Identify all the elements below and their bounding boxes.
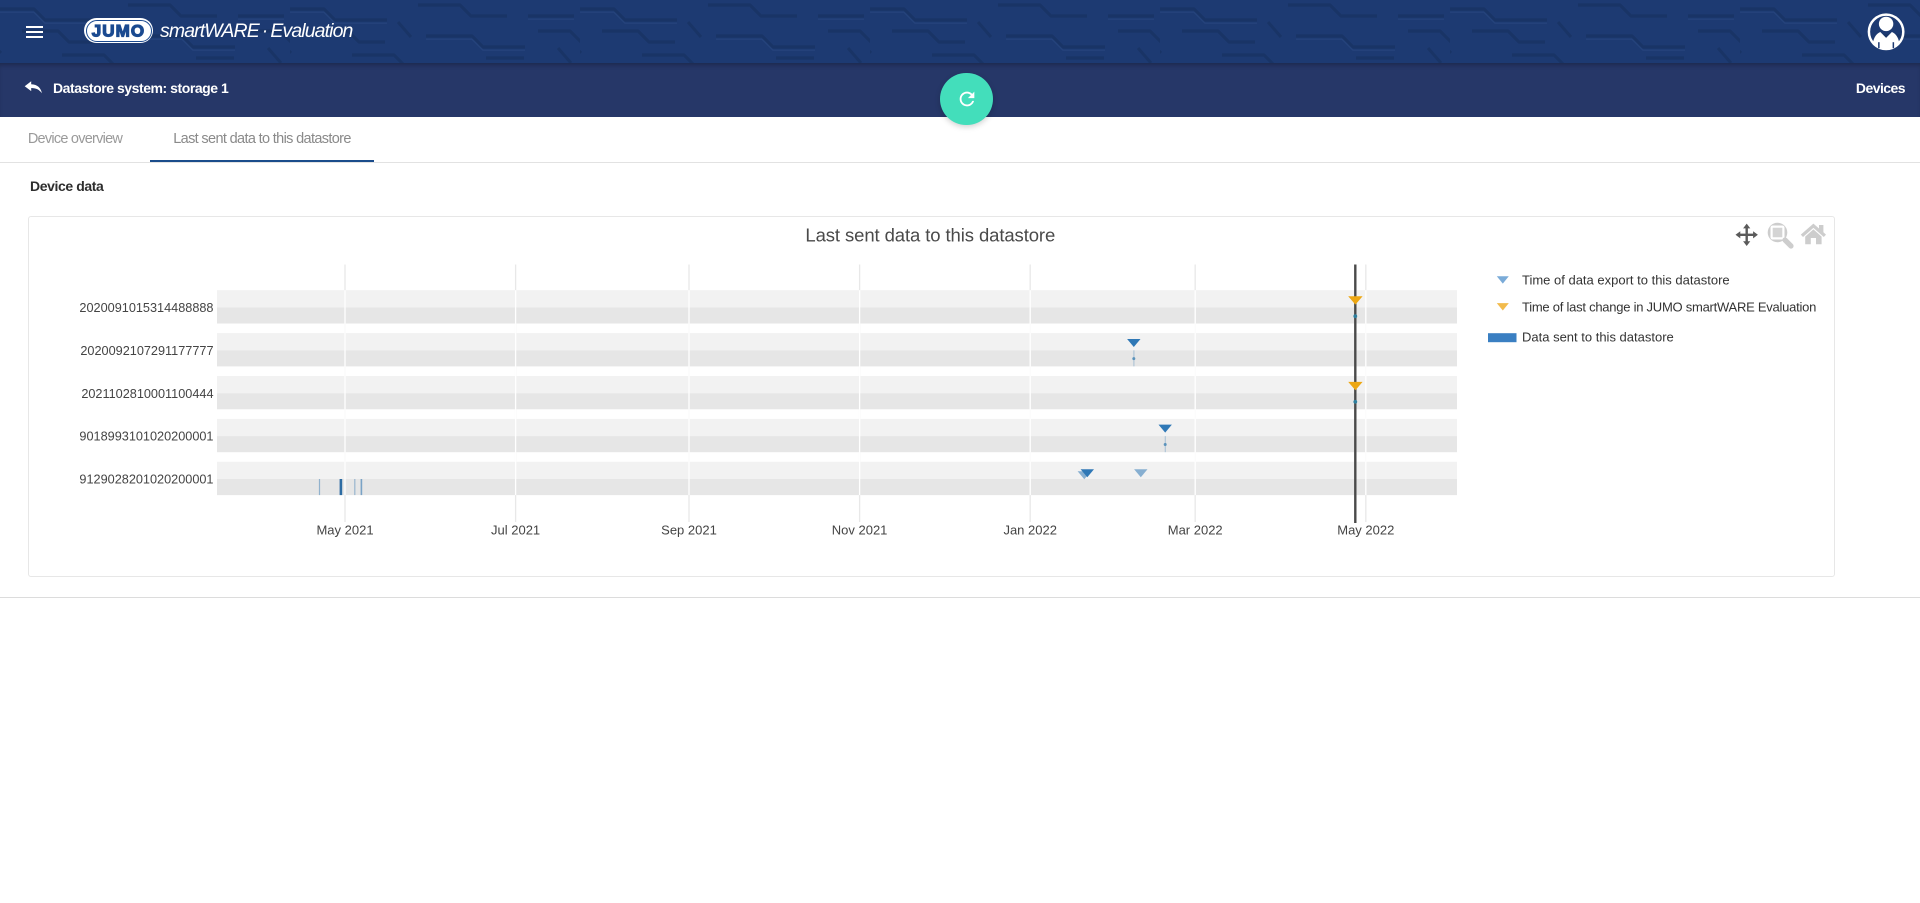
svg-text:Mar 2022: Mar 2022 xyxy=(1168,522,1223,537)
svg-text:May 2022: May 2022 xyxy=(1337,522,1394,537)
svg-text:2021102810001100444: 2021102810001100444 xyxy=(81,387,213,401)
svg-text:2020092107291177777: 2020092107291177777 xyxy=(80,344,213,358)
svg-text:JUMO: JUMO xyxy=(92,22,146,41)
svg-text:Sep 2021: Sep 2021 xyxy=(661,522,717,537)
svg-text:9018993101020200001: 9018993101020200001 xyxy=(79,430,213,444)
svg-text:Last sent data to this datasto: Last sent data to this datastore xyxy=(805,224,1055,245)
svg-text:Time of last change in JUMO sm: Time of last change in JUMO smartWARE Ev… xyxy=(1522,299,1816,314)
svg-text:2020091015314488888: 2020091015314488888 xyxy=(79,301,213,315)
svg-text:Time of data export to this da: Time of data export to this datastore xyxy=(1522,272,1730,287)
svg-text:Jan 2022: Jan 2022 xyxy=(1003,522,1057,537)
svg-text:Nov 2021: Nov 2021 xyxy=(832,522,888,537)
svg-text:9129028201020200001: 9129028201020200001 xyxy=(79,473,213,487)
svg-text:Jul 2021: Jul 2021 xyxy=(491,522,540,537)
svg-text:May 2021: May 2021 xyxy=(316,522,373,537)
svg-text:Data sent to this datastore: Data sent to this datastore xyxy=(1522,330,1674,345)
